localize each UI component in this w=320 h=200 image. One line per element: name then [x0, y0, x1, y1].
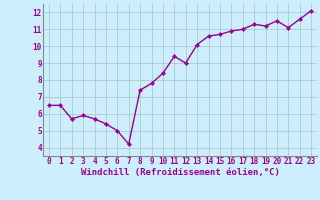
X-axis label: Windchill (Refroidissement éolien,°C): Windchill (Refroidissement éolien,°C)	[81, 168, 279, 177]
